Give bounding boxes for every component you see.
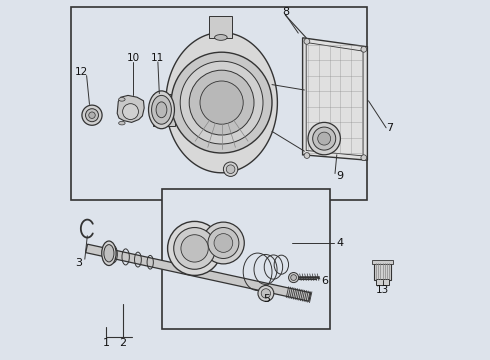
Circle shape: [313, 127, 336, 150]
Text: 13: 13: [376, 285, 389, 295]
Circle shape: [200, 81, 243, 124]
Ellipse shape: [215, 35, 227, 40]
Bar: [153, 94, 175, 126]
Bar: [374, 261, 391, 280]
Circle shape: [361, 46, 367, 52]
Ellipse shape: [151, 95, 172, 124]
Circle shape: [202, 222, 245, 264]
Circle shape: [168, 221, 221, 275]
Ellipse shape: [119, 98, 125, 101]
Circle shape: [304, 153, 310, 158]
Text: 8: 8: [282, 6, 289, 17]
Bar: [72, 7, 367, 200]
Text: 12: 12: [74, 67, 88, 77]
Polygon shape: [166, 33, 277, 173]
Circle shape: [171, 52, 272, 153]
Bar: [209, 16, 232, 38]
Polygon shape: [117, 95, 144, 122]
Circle shape: [318, 132, 331, 145]
Text: 4: 4: [337, 238, 344, 248]
Circle shape: [361, 155, 367, 161]
Text: 9: 9: [336, 171, 343, 181]
Circle shape: [180, 61, 263, 144]
Circle shape: [89, 112, 95, 118]
Polygon shape: [303, 38, 368, 160]
Text: 2: 2: [119, 338, 126, 348]
Circle shape: [86, 109, 98, 122]
Ellipse shape: [104, 245, 114, 262]
Text: 3: 3: [75, 258, 82, 268]
Circle shape: [289, 273, 298, 283]
Text: 1: 1: [103, 338, 110, 348]
Circle shape: [174, 228, 216, 269]
Circle shape: [226, 165, 235, 174]
Circle shape: [189, 70, 254, 135]
Ellipse shape: [148, 91, 174, 129]
Circle shape: [258, 285, 274, 301]
Bar: [372, 260, 393, 264]
Text: 11: 11: [151, 53, 165, 63]
Circle shape: [214, 234, 233, 252]
Polygon shape: [86, 244, 311, 301]
Text: 7: 7: [387, 123, 393, 133]
Bar: [162, 189, 330, 329]
Text: 5: 5: [263, 294, 270, 304]
Ellipse shape: [102, 241, 116, 266]
Circle shape: [82, 105, 102, 125]
Circle shape: [261, 289, 270, 298]
Bar: [376, 279, 389, 285]
Text: 6: 6: [321, 276, 328, 286]
Circle shape: [304, 39, 310, 44]
Circle shape: [291, 275, 296, 280]
Ellipse shape: [119, 121, 125, 125]
Ellipse shape: [156, 102, 167, 118]
Circle shape: [208, 228, 239, 258]
Text: 10: 10: [127, 53, 140, 63]
Circle shape: [181, 235, 208, 262]
Circle shape: [308, 122, 341, 155]
Circle shape: [223, 162, 238, 176]
Circle shape: [122, 104, 139, 120]
